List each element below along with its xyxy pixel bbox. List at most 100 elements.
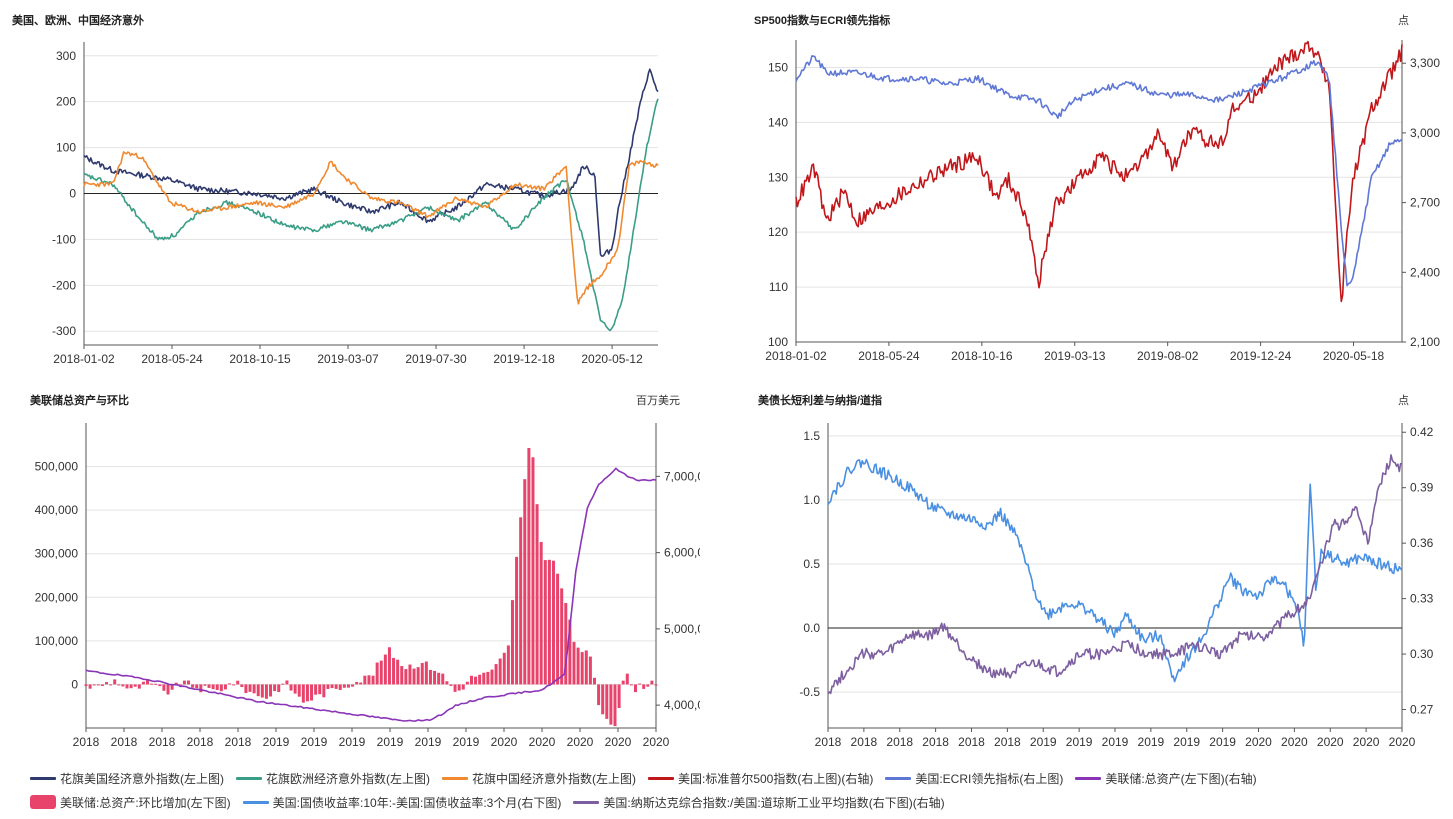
- bar: [219, 684, 223, 692]
- bar: [396, 659, 400, 685]
- bar: [531, 457, 535, 685]
- bar: [182, 680, 186, 685]
- bar: [211, 684, 215, 690]
- bar: [482, 672, 486, 685]
- y2-tick-label: 4,000,000: [664, 698, 700, 712]
- bar: [150, 683, 154, 685]
- bar: [109, 684, 113, 686]
- bar: [490, 669, 494, 685]
- chart-fed-assets: 500,000 400,000 300,000 200,000 100,000 0 7,00…: [35, 423, 700, 749]
- x-tick-label: 2019-03-13: [1044, 349, 1106, 363]
- bar: [351, 684, 355, 687]
- legend-item[interactable]: 美国:纳斯达克综合指数:/美国:道琼斯工业平均指数(右下图)(右轴): [573, 794, 945, 811]
- bar: [433, 670, 437, 685]
- x-tick-label: 2018: [815, 735, 842, 749]
- x-tick-label: 2020: [1281, 735, 1308, 749]
- bar: [486, 671, 490, 685]
- bar: [580, 652, 584, 685]
- x-tick-label: 2019: [1138, 735, 1165, 749]
- bar: [105, 682, 109, 685]
- y-tick-label: 100: [56, 141, 76, 155]
- y2-tick-label: 3,000: [1410, 126, 1440, 140]
- x-tick-label: 2020: [529, 735, 556, 749]
- y-tick-label: 500,000: [35, 460, 79, 474]
- chart-spread-ratio: 1.5 1.0 0.5 0.0 -0.5 0.42 0.39 0.36 0.33 0.30 0.27…: [799, 423, 1434, 749]
- x-tick-label: 2020: [605, 735, 632, 749]
- chart-sp500-ecri: 150 140 130 120 110 100 3,300 3,000 2,700 2,400 2,…: [765, 40, 1440, 363]
- bar: [383, 654, 387, 685]
- bar: [125, 684, 129, 689]
- bar: [137, 684, 141, 689]
- legend-label: 美国:ECRI领先指标(右上图): [915, 771, 1064, 786]
- bar: [642, 684, 646, 689]
- legend-item[interactable]: 美联储:总资产(左下图)(右轴): [1075, 770, 1257, 787]
- bar: [232, 684, 236, 686]
- x-tick-label: 2019: [339, 735, 366, 749]
- bar: [572, 641, 576, 685]
- x-tick-label: 2018-10-15: [229, 352, 291, 366]
- legend-swatch-box: [30, 795, 56, 809]
- bar: [162, 684, 166, 691]
- chart-legend: 花旗美国经济意外指数(左上图) 花旗欧洲经济意外指数(左上图) 花旗中国经济意外指数…: [30, 766, 1440, 814]
- bar: [560, 588, 564, 685]
- bar: [289, 684, 293, 691]
- bar: [523, 479, 527, 685]
- bar: [428, 669, 432, 685]
- bar: [92, 684, 96, 686]
- bar: [576, 647, 580, 685]
- x-tick-label: 2018: [922, 735, 949, 749]
- x-tick-label: 2018: [994, 735, 1021, 749]
- x-tick-label: 2018-01-02: [765, 349, 827, 363]
- panel-unit-fed-assets: 百万美元: [636, 395, 680, 407]
- bar: [129, 684, 133, 689]
- x-tick-label: 2019-12-24: [1230, 349, 1292, 363]
- bar: [146, 680, 150, 685]
- legend-swatch-line: [236, 776, 262, 780]
- bar: [88, 684, 92, 689]
- bar: [408, 664, 412, 685]
- series-line: [795, 55, 1403, 287]
- legend-label: 美国:国债收益率:10年:-美国:国债收益率:3个月(右下图): [272, 795, 562, 810]
- legend-item[interactable]: 花旗美国经济意外指数(左上图): [30, 770, 224, 787]
- bar: [613, 684, 617, 727]
- bar: [392, 657, 396, 685]
- panel-title-fed-assets: 美联储总资产与环比: [30, 395, 129, 407]
- bar: [158, 684, 162, 687]
- legend-swatch-line: [648, 776, 674, 780]
- y-tick-label: 130: [768, 170, 788, 184]
- bar: [199, 684, 203, 693]
- bar: [228, 683, 232, 685]
- legend-item[interactable]: 美国:ECRI领先指标(右上图): [885, 770, 1063, 787]
- bar: [568, 619, 572, 685]
- y2-tick-label: 0.36: [1410, 536, 1434, 550]
- panel-title-surprise: 美国、欧洲、中国经济意外: [12, 15, 144, 27]
- y-tick-label: 0.0: [803, 621, 820, 635]
- bar: [510, 600, 514, 685]
- bar: [195, 684, 199, 689]
- series-line: [83, 98, 659, 332]
- y2-tick-label: 5,000,000: [664, 622, 700, 636]
- legend-item[interactable]: 花旗中国经济意外指数(左上图): [442, 770, 636, 787]
- legend-item[interactable]: 美国:国债收益率:10年:-美国:国债收益率:3个月(右下图): [242, 794, 562, 811]
- panel-unit-spread-ratio: 点: [1398, 395, 1409, 407]
- legend-item[interactable]: 花旗欧洲经济意外指数(左上图): [236, 770, 430, 787]
- legend-item[interactable]: 美联储:总资产:环比增加(左下图): [30, 794, 231, 811]
- bar: [461, 684, 465, 690]
- bar: [597, 684, 601, 706]
- bar: [469, 675, 473, 685]
- bar: [617, 684, 621, 709]
- bar: [84, 684, 88, 687]
- bar: [609, 684, 613, 725]
- x-tick-label: 2020: [1389, 735, 1416, 749]
- legend-item[interactable]: 美国:标准普尔500指数(右上图)(右轴): [648, 770, 873, 787]
- bar: [338, 684, 342, 690]
- y2-tick-label: 2,700: [1410, 196, 1440, 210]
- x-tick-label: 2018-05-24: [858, 349, 920, 363]
- bar: [584, 650, 588, 685]
- legend-swatch-line: [1075, 776, 1102, 780]
- x-tick-label: 2019: [453, 735, 480, 749]
- bar: [117, 684, 121, 686]
- y-tick-label: 140: [768, 115, 788, 129]
- y-tick-label: 110: [769, 280, 788, 294]
- legend-label: 花旗中国经济意外指数(左上图): [472, 771, 636, 786]
